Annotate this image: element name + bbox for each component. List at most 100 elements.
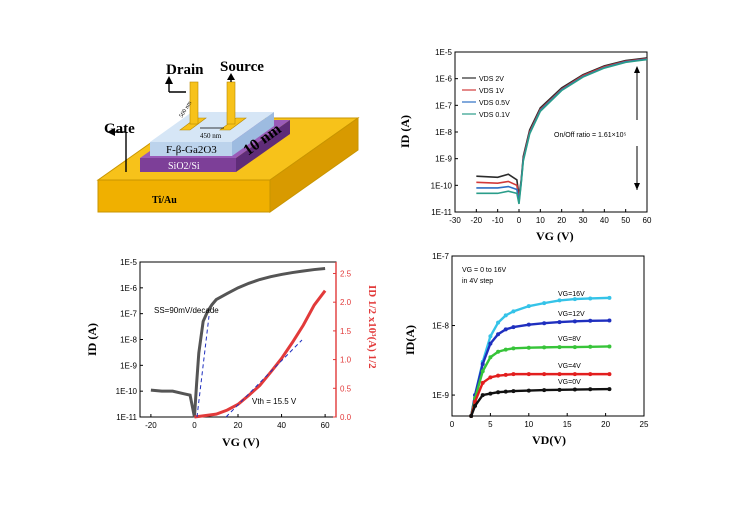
- data-point: [607, 295, 612, 300]
- x-tick-label: 20: [601, 420, 610, 429]
- data-point: [496, 349, 501, 354]
- data-point: [557, 345, 562, 350]
- y2-tick-label: 2.0: [340, 298, 352, 307]
- y2-tick-label: 0.5: [340, 384, 352, 393]
- chart-transfer-vds: -30 -20 -10 0 10 20 30 40 50 60 1E-11 1E-10 1E-9 1E-8…: [398, 48, 652, 243]
- data-point: [607, 344, 612, 349]
- series-label: VG=12V: [558, 311, 585, 318]
- data-point: [503, 389, 508, 394]
- y-tick-label: 1E-10: [116, 387, 138, 396]
- data-point: [526, 345, 531, 350]
- gold-base-side: [269, 117, 359, 213]
- y-tick-label: 1E-6: [435, 75, 452, 84]
- legend-item: VDS 2V: [479, 76, 504, 83]
- data-point: [511, 346, 516, 351]
- dielectric-label: SiO2/Si: [168, 161, 200, 172]
- y-tick-label: 1E-5: [435, 48, 452, 57]
- plot-frame: [139, 261, 337, 418]
- sio2-front: [140, 158, 236, 172]
- x-tick-label: 20: [557, 216, 566, 225]
- y-axis-label: ID (A): [398, 115, 412, 148]
- data-point: [557, 298, 562, 303]
- x-tick-label: 15: [563, 420, 572, 429]
- vth-annotation: Vth = 15.5 V: [252, 397, 297, 406]
- x-tick-label: 50: [621, 216, 630, 225]
- data-point: [526, 304, 531, 309]
- x-tick-label: 30: [579, 216, 588, 225]
- x-tick-label: 0: [517, 216, 522, 225]
- y-tick-label: 1E-10: [431, 181, 453, 190]
- source-label: Source: [220, 59, 264, 75]
- y-tick-label: 1E-6: [120, 284, 137, 293]
- data-point: [542, 345, 547, 350]
- data-point: [480, 361, 485, 366]
- y-tick-label: 1E-8: [435, 128, 452, 137]
- data-point: [488, 334, 493, 339]
- gold-base-front: [97, 179, 271, 213]
- data-point: [526, 322, 531, 327]
- vg-step-annotation: in 4V step: [462, 278, 493, 285]
- source-post: [226, 81, 236, 125]
- data-point: [511, 325, 516, 330]
- gap-label: 450 nm: [200, 132, 222, 140]
- data-point: [473, 403, 478, 408]
- x-tick-label: 0: [192, 421, 197, 430]
- data-point: [588, 344, 593, 349]
- drain-label: Drain: [166, 62, 204, 78]
- legend-item: VDS 0.5V: [479, 100, 510, 107]
- data-point: [607, 318, 612, 323]
- data-point: [496, 390, 501, 395]
- channel-label: F-β-Ga2O3: [166, 144, 217, 156]
- chart-transfer-sqrt: -20 0 20 40 60 1E-11 1E-10 1E-9 1E-8 1E-7 1E-6 1E-5…: [85, 258, 378, 449]
- y-axis-label: ID(A): [403, 325, 417, 355]
- channel-side: [232, 112, 274, 156]
- x-axis-label: VG (V): [536, 229, 574, 243]
- y-tick-label: 1E-8: [120, 336, 137, 345]
- data-point: [469, 414, 474, 418]
- series-line: [476, 58, 648, 205]
- data-point: [503, 313, 508, 318]
- y-tick-label: 1E-9: [120, 361, 137, 370]
- source-arrowhead: [227, 73, 235, 80]
- data-point: [557, 372, 562, 377]
- y2-tick-label: 1.0: [340, 356, 352, 365]
- data-point: [488, 375, 493, 380]
- drain-arrowhead: [165, 76, 173, 84]
- data-point: [511, 309, 516, 314]
- y-tick-label: 1E-7: [432, 252, 449, 261]
- sio2-side: [236, 120, 290, 172]
- onoff-annotation: On/Off ratio = 1.61×10⁵: [554, 132, 627, 139]
- y-axis-label: ID (A): [85, 323, 99, 356]
- y2-tick-label: 0.0: [340, 413, 352, 422]
- data-point: [607, 372, 612, 377]
- data-point: [480, 380, 485, 385]
- x-tick-label: 40: [277, 421, 286, 430]
- data-point: [557, 387, 562, 392]
- data-point: [503, 347, 508, 352]
- series-label: VG=4V: [558, 363, 581, 370]
- chart-output: 0 5 10 15 20 25 1E-9 1E-8 1E-7 VG = 0 to 16V in …: [403, 252, 649, 447]
- series-line: [194, 289, 327, 419]
- series-label: VG=16V: [558, 291, 585, 298]
- series-line: [470, 372, 610, 417]
- x-tick-label: 0: [450, 420, 455, 429]
- drain-post: [189, 81, 199, 125]
- data-point: [511, 372, 516, 377]
- series-line: [150, 267, 326, 418]
- data-point: [496, 373, 501, 378]
- series-label: VG=0V: [558, 379, 581, 386]
- data-point: [588, 372, 593, 377]
- data-point: [526, 388, 531, 393]
- data-point: [588, 318, 593, 323]
- data-point: [542, 321, 547, 326]
- y2-tick-label: 2.5: [340, 269, 352, 278]
- data-point: [480, 369, 485, 374]
- x-tick-label: 20: [234, 421, 243, 430]
- data-point: [526, 372, 531, 377]
- y-tick-label: 1E-7: [120, 310, 137, 319]
- gate-label: Gate: [104, 121, 135, 137]
- y-tick-label: 1E-11: [116, 413, 137, 422]
- x-tick-label: 10: [536, 216, 545, 225]
- ss-fit-line: [196, 315, 210, 418]
